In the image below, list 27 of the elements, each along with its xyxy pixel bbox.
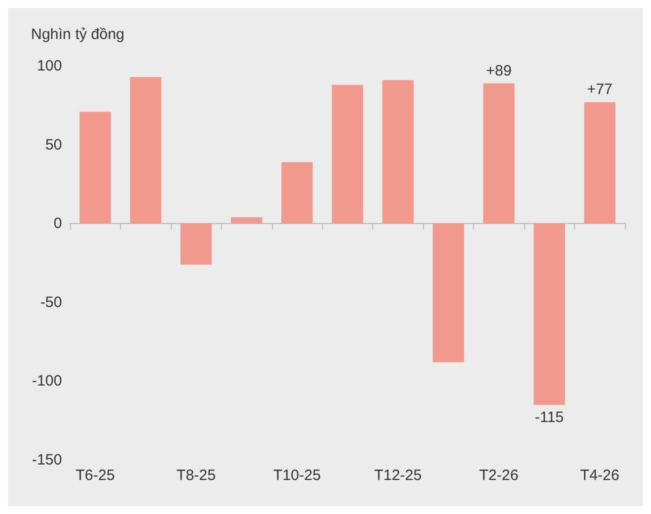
x-tick-label: T8-25 (176, 467, 216, 484)
x-tick-label: T10-25 (273, 467, 321, 484)
bar (534, 224, 565, 405)
y-tick-label: -50 (40, 294, 62, 311)
x-tick-label: T6-25 (76, 467, 115, 484)
data-label: +77 (587, 81, 612, 98)
bar (80, 112, 111, 224)
bar (332, 84, 364, 224)
y-axis-title: Nghìn tỷ đồng (31, 26, 124, 43)
bar (382, 80, 414, 224)
y-tick-label: 100 (36, 58, 62, 74)
bar (230, 217, 262, 224)
bar (432, 224, 464, 362)
bar (483, 83, 515, 224)
bar (180, 224, 212, 265)
y-tick-label: -100 (32, 372, 62, 390)
y-tick-label: 50 (45, 136, 62, 154)
bar (281, 162, 313, 224)
x-tick-label: T2-26 (479, 467, 518, 484)
bar (584, 102, 616, 224)
x-tick-label: T4-26 (580, 467, 620, 484)
data-label: -115 (534, 408, 564, 426)
y-tick-label: 0 (54, 215, 62, 232)
data-label: +89 (486, 62, 512, 80)
x-tick-label: T12-25 (374, 467, 422, 484)
y-tick-label: -150 (32, 452, 62, 468)
bar (130, 77, 162, 224)
